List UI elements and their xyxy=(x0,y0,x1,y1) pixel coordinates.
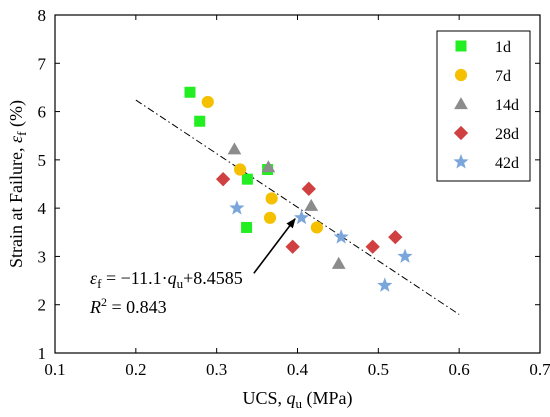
series-28d xyxy=(215,172,403,254)
data-point-28d xyxy=(388,229,403,245)
series-7d xyxy=(201,95,323,234)
legend-marker-1d xyxy=(455,40,467,52)
annotation-arrow xyxy=(253,217,296,274)
x-tick-label: 0.2 xyxy=(125,360,146,379)
y-tick-label: 4 xyxy=(38,199,47,218)
series-14d xyxy=(227,142,346,269)
y-tick-label: 6 xyxy=(38,103,47,122)
data-point-1d xyxy=(241,221,253,233)
legend-box xyxy=(436,30,531,182)
data-point-14d xyxy=(261,160,276,173)
x-tick-label: 0.7 xyxy=(529,360,550,379)
series-42d xyxy=(229,200,413,292)
legend-label-1d: 1d xyxy=(495,39,511,56)
legend-marker-42d xyxy=(453,154,469,169)
legend-label-14d: 14d xyxy=(495,97,519,114)
data-point-1d xyxy=(184,86,196,98)
y-tick-label: 1 xyxy=(38,344,47,363)
data-point-14d xyxy=(304,198,319,211)
data-point-42d xyxy=(397,248,413,263)
x-tick-label: 0.5 xyxy=(368,360,389,379)
data-point-7d xyxy=(263,211,277,224)
fit-line xyxy=(135,99,460,315)
r-squared: R2 = 0.843 xyxy=(89,295,167,317)
y-tick-label: 5 xyxy=(38,151,47,170)
legend-item-1d: 1d xyxy=(455,39,511,56)
legend-marker-7d xyxy=(454,68,468,82)
data-point-42d xyxy=(377,277,393,292)
data-point-28d xyxy=(285,239,300,254)
legend-item-7d: 7d xyxy=(454,68,511,85)
data-point-1d xyxy=(241,173,253,185)
data-point-14d xyxy=(331,256,346,269)
data-point-28d xyxy=(215,172,231,187)
y-tick-label: 2 xyxy=(38,296,47,315)
data-point-28d xyxy=(301,181,316,196)
legend-label-42d: 42d xyxy=(495,155,519,172)
data-point-42d xyxy=(293,209,310,225)
x-tick-label: 0.6 xyxy=(449,360,470,379)
legend-label-7d: 7d xyxy=(495,68,511,85)
y-tick-label: 8 xyxy=(38,6,47,25)
data-point-7d xyxy=(265,192,278,205)
legend-label-28d: 28d xyxy=(495,126,519,143)
y-tick-label: 3 xyxy=(38,247,47,266)
data-point-42d xyxy=(333,229,349,244)
legend-item-14d: 14d xyxy=(454,97,519,114)
data-point-14d xyxy=(227,142,242,155)
x-tick-label: 0.1 xyxy=(44,360,65,379)
data-point-7d xyxy=(201,95,214,109)
fit-equation: εf = −11.1·qu+8.4585 xyxy=(90,268,243,291)
data-point-7d xyxy=(234,163,247,176)
data-point-7d xyxy=(310,221,323,234)
legend-item-28d: 28d xyxy=(453,125,519,143)
data-point-1d xyxy=(194,115,206,127)
data-point-28d xyxy=(365,239,380,254)
y-tick-label: 7 xyxy=(38,54,47,73)
x-tick-label: 0.4 xyxy=(287,360,309,379)
legend-marker-14d xyxy=(454,97,468,110)
legend-marker-28d xyxy=(453,125,469,141)
x-tick-label: 0.3 xyxy=(206,360,227,379)
legend-item-42d: 42d xyxy=(453,154,519,172)
data-point-42d xyxy=(229,200,245,215)
series-1d xyxy=(184,86,274,233)
x-axis-title: UCS, qu (MPa) xyxy=(242,388,352,411)
y-axis-title: Strain at Failure, εf (%) xyxy=(6,100,29,268)
